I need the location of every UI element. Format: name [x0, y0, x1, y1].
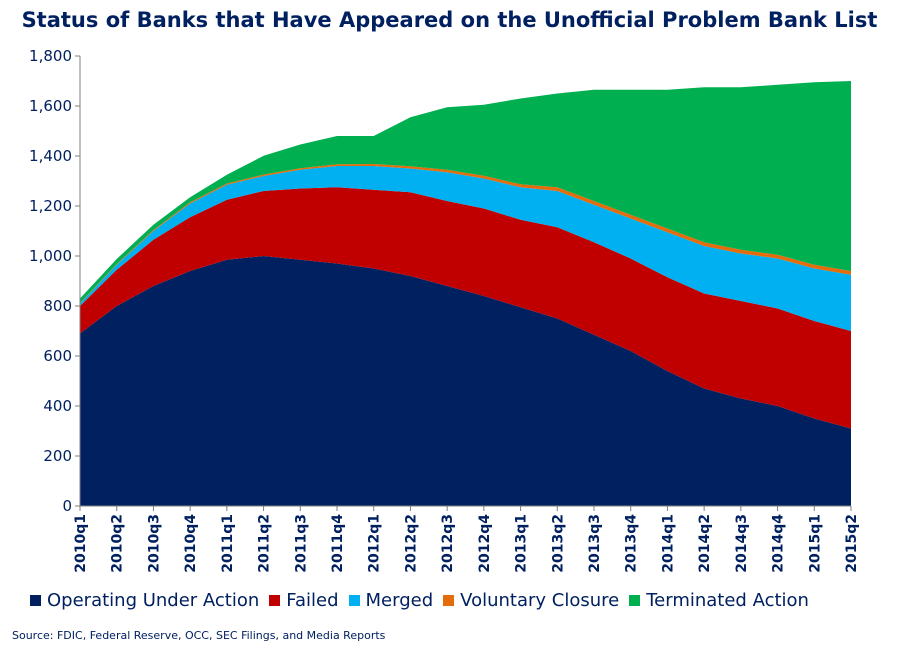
x-tick-label: 2012q2 — [403, 514, 419, 573]
legend-item-operating: Operating Under Action — [30, 590, 259, 611]
y-tick-label: 0 — [62, 497, 72, 515]
legend: Operating Under Action Failed Merged Vol… — [30, 590, 890, 611]
x-tick-label: 2011q1 — [220, 514, 236, 573]
legend-swatch-terminated — [629, 595, 641, 606]
area-merged — [80, 166, 851, 331]
y-tick-label: 1,200 — [29, 197, 72, 215]
y-tick-label: 1,600 — [29, 97, 72, 115]
x-tick-label: 2013q2 — [550, 514, 566, 573]
x-tick-label: 2015q1 — [807, 514, 823, 573]
x-tick-label: 2014q3 — [734, 514, 750, 573]
x-tick-label: 2015q2 — [844, 514, 860, 573]
legend-item-merged: Merged — [348, 590, 434, 611]
x-tick-label: 2013q1 — [514, 514, 530, 573]
legend-swatch-failed — [269, 595, 281, 606]
x-tick-label: 2012q3 — [440, 514, 456, 573]
area-layers — [80, 81, 851, 506]
y-tick-label: 1,400 — [29, 147, 72, 165]
x-tick-label: 2012q1 — [367, 514, 383, 573]
x-tick-label: 2010q1 — [73, 514, 89, 573]
legend-item-failed: Failed — [269, 590, 339, 611]
area-terminated-action — [80, 81, 851, 303]
legend-swatch-merged — [348, 595, 360, 606]
y-tick-label: 200 — [43, 447, 72, 465]
x-tick-label: 2012q4 — [477, 514, 493, 573]
y-axis-ticks: 0 200 400 600 800 1,000 1,200 1,400 1,600 1,800 — [29, 47, 80, 515]
axes — [79, 56, 851, 507]
legend-swatch-voluntary — [443, 595, 455, 606]
y-tick-label: 1,800 — [29, 47, 72, 65]
stacked-area-chart: 0 200 400 600 800 1,000 1,200 1,400 1,600 1,800 2… — [29, 47, 860, 573]
legend-item-voluntary: Voluntary Closure — [443, 590, 619, 611]
x-tick-label: 2010q4 — [183, 514, 199, 573]
area-operating-under-action — [80, 256, 851, 506]
y-tick-label: 600 — [43, 347, 72, 365]
area-failed — [80, 187, 851, 429]
x-tick-label: 2014q1 — [660, 514, 676, 573]
chart-title: Status of Banks that Have Appeared on th… — [21, 8, 878, 32]
x-tick-label: 2013q3 — [587, 514, 603, 573]
legend-swatch-operating — [30, 595, 41, 606]
x-tick-label: 2010q2 — [110, 514, 126, 573]
legend-label-voluntary: Voluntary Closure — [460, 590, 620, 611]
x-tick-label: 2014q2 — [697, 514, 713, 573]
x-tick-label: 2014q4 — [771, 514, 787, 573]
x-axis-ticks: 2010q1 2010q2 2010q3 2010q4 2011q1 2011q2 2011… — [73, 506, 860, 573]
x-tick-label: 2011q3 — [293, 514, 309, 573]
source-note: Source: FDIC, Federal Reserve, OCC, SEC … — [12, 629, 386, 642]
y-tick-label: 800 — [43, 297, 72, 315]
x-tick-label: 2013q4 — [624, 514, 640, 573]
legend-item-terminated: Terminated Action — [629, 590, 809, 611]
x-tick-label: 2010q3 — [146, 514, 162, 573]
y-tick-label: 400 — [43, 397, 72, 415]
x-tick-label: 2011q4 — [330, 514, 346, 573]
legend-label-terminated: Terminated Action — [646, 590, 809, 611]
y-tick-label: 1,000 — [29, 247, 72, 265]
legend-label-merged: Merged — [365, 590, 434, 611]
legend-label-failed: Failed — [286, 590, 339, 611]
legend-label-operating: Operating Under Action — [47, 590, 260, 611]
x-tick-label: 2011q2 — [257, 514, 273, 573]
